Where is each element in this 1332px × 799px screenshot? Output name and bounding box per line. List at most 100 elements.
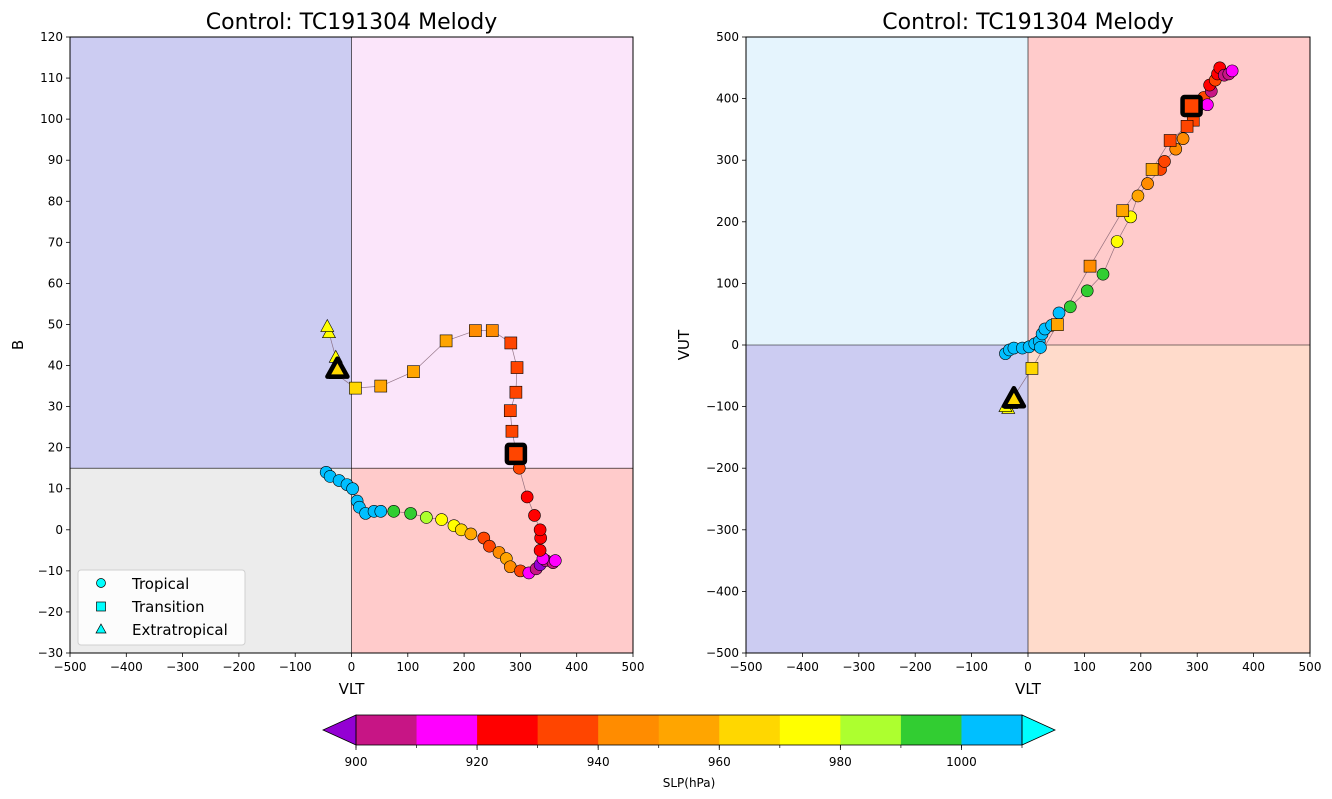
y-tick-label: 0	[55, 523, 63, 537]
y-tick-label: −10	[38, 564, 63, 578]
tropical-point	[420, 511, 433, 524]
tropical-point	[1080, 284, 1094, 298]
legend-tropical-marker	[96, 578, 106, 588]
y-tick-label: 0	[731, 338, 739, 352]
tropical-point	[435, 513, 448, 526]
tropical-point	[1158, 155, 1171, 168]
colorbar-cell	[900, 715, 962, 745]
y-tick-label: 90	[48, 153, 63, 167]
highlighted-extratropical-point	[325, 356, 350, 379]
tropical-point	[346, 482, 359, 496]
y-tick-label: 100	[716, 276, 739, 290]
transition-point	[374, 379, 388, 393]
x-tick-label: 400	[565, 660, 588, 674]
transition-point	[510, 361, 524, 374]
tropical-point	[1110, 235, 1124, 248]
y-tick-label: 200	[716, 215, 739, 229]
x-tick-label: 500	[622, 660, 645, 674]
colorbar-cell	[416, 715, 478, 745]
quadrant-top-right	[351, 37, 633, 469]
chart-title-left: Control: TC191304 Melody	[206, 10, 498, 35]
x-tick-label: 100	[396, 660, 419, 674]
tropical-point	[1096, 267, 1110, 281]
legend-extratropical-label: Extratropical	[132, 621, 228, 639]
transition-point	[349, 381, 362, 395]
legend-extratropical-marker	[95, 623, 107, 634]
colorbar-over-extension	[1021, 714, 1056, 746]
y-tick-label: −100	[706, 400, 739, 414]
tropical-point	[374, 505, 388, 518]
tropical-point	[464, 527, 478, 541]
transition-point	[407, 365, 420, 378]
legend-tropical-label: Tropical	[131, 575, 189, 593]
quadrant-bottom-right	[1028, 345, 1310, 653]
y-tick-label: 120	[40, 30, 63, 44]
tropical-point	[1176, 132, 1190, 145]
x-tick-label: −100	[955, 660, 988, 674]
transition-point	[1145, 163, 1159, 176]
quadrant-bottom-left	[746, 345, 1028, 653]
x-tick-label: 0	[348, 660, 356, 674]
y-tick-label: 300	[716, 153, 739, 167]
transition-point	[1025, 362, 1039, 375]
tropical-point	[1225, 64, 1239, 78]
transition-point	[503, 404, 517, 418]
tropical-point	[1034, 341, 1047, 354]
x-tick-label: 300	[509, 660, 532, 674]
y-tick-label: 80	[48, 194, 63, 208]
x-tick-label: −500	[54, 660, 87, 674]
transition-point	[1083, 259, 1097, 273]
tropical-point	[533, 523, 547, 537]
y-tick-label: −200	[706, 461, 739, 475]
colorbar-tick-label: 940	[587, 755, 610, 769]
colorbar-cell	[779, 715, 841, 745]
phase-plot-vut-vs-vlt: −500 −400 −300 −200 −100 0 100 200 300 400 500 −50…	[675, 10, 1322, 698]
x-tick-label: 200	[1129, 660, 1152, 674]
x-tick-label: −100	[279, 660, 312, 674]
transition-point	[505, 424, 519, 438]
highlighted-transition-point	[504, 442, 528, 466]
y-tick-label: 30	[48, 400, 63, 414]
y-tick-label: 100	[40, 112, 63, 126]
x-tick-label: −200	[222, 660, 255, 674]
transition-point	[1163, 134, 1177, 147]
tropical-point	[1201, 98, 1214, 112]
y-tick-label: 110	[40, 71, 63, 85]
quadrant-top-left	[70, 37, 352, 469]
x-tick-label: −200	[899, 660, 932, 674]
quadrant-top-left	[746, 37, 1028, 345]
extratropical-point	[320, 318, 335, 332]
colorbar-cell	[840, 715, 902, 745]
y-tick-label: −300	[706, 523, 739, 537]
colorbar-label: SLP(hPa)	[663, 776, 716, 790]
x-tick-label: 400	[1242, 660, 1265, 674]
tropical-point	[549, 554, 562, 567]
y-tick-label: 70	[48, 235, 63, 249]
tropical-point	[404, 507, 417, 520]
y-axis-label-right: VUT	[675, 329, 693, 360]
x-tick-label: −400	[110, 660, 143, 674]
tropical-point	[1064, 300, 1077, 314]
colorbar-tick-label: 920	[466, 755, 489, 769]
colorbar-cell	[356, 715, 418, 745]
colorbar-tick-label: 980	[829, 755, 852, 769]
colorbar-cell	[537, 715, 599, 745]
transition-point	[439, 334, 453, 348]
legend-transition-marker	[96, 601, 106, 612]
colorbar-frame	[355, 714, 1023, 746]
colorbar-cell	[719, 715, 781, 745]
x-tick-label: 0	[1024, 660, 1032, 674]
x-tick-label: 300	[1186, 660, 1209, 674]
tropical-point	[1141, 177, 1154, 190]
y-tick-label: −400	[706, 584, 739, 598]
y-tick-label: −20	[38, 605, 63, 619]
y-tick-label: −30	[38, 646, 63, 660]
x-tick-label: −300	[166, 660, 199, 674]
y-tick-label: 400	[716, 92, 739, 106]
x-tick-label: 500	[1299, 660, 1322, 674]
colorbar-tick-label: 900	[345, 755, 368, 769]
y-tick-label: −500	[706, 646, 739, 660]
colorbar-cell	[658, 715, 720, 745]
y-tick-label: 10	[48, 482, 63, 496]
